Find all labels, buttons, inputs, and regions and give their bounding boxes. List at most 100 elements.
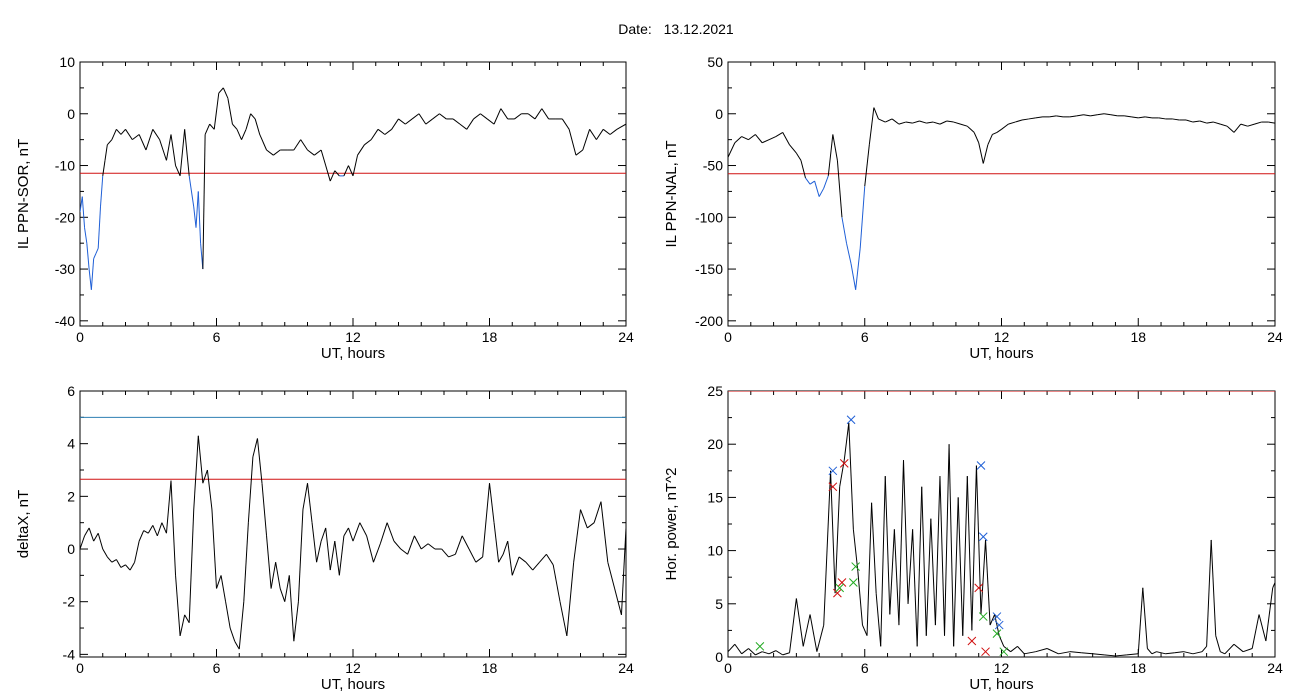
series-segment [953, 121, 961, 125]
y-axis: 25 20 15 10 5 0 [707, 383, 1275, 665]
y-tick-label: 25 [707, 383, 723, 399]
series-segment [179, 614, 186, 637]
series-segment [987, 134, 993, 146]
y-tick-label: -30 [55, 261, 75, 277]
series-segment [795, 598, 804, 647]
series-segment [992, 131, 998, 135]
series-segment [195, 191, 199, 228]
series-segment [832, 134, 838, 161]
series-segment [352, 522, 361, 542]
series-segment [384, 128, 392, 135]
series-segment [880, 476, 886, 647]
series-segment [175, 165, 181, 177]
series-segment [539, 553, 547, 563]
series-segment [587, 522, 595, 529]
series-segment [377, 128, 386, 135]
plot-area [80, 416, 626, 650]
series-segment [204, 123, 211, 135]
red-x-marker [839, 458, 849, 468]
x-tick-label: 0 [724, 329, 732, 345]
series-segment [600, 501, 609, 563]
series-segment [407, 535, 415, 555]
series-segment [1056, 115, 1064, 118]
green-x-marker [849, 578, 858, 587]
series-segment [775, 650, 783, 656]
green-x-marker [755, 642, 765, 651]
series-segment [80, 196, 83, 213]
series-segment [220, 575, 227, 602]
series-segment [1240, 123, 1248, 127]
date-label: Date: [618, 21, 651, 37]
series-segment [266, 535, 272, 589]
x-tick-label: 0 [76, 329, 84, 345]
series-segment [266, 149, 274, 156]
series-segment [347, 165, 354, 177]
series-segment [347, 527, 354, 542]
x-tick-label: 12 [994, 660, 1010, 676]
chart-panel-3: 0 6 12 18 24 6 4 2 0 -2 -4 UT, hours deltaX, nT [15, 383, 634, 693]
series-segment [211, 509, 217, 589]
series-segment [188, 175, 195, 208]
series-segment [334, 541, 340, 576]
series-segment [971, 465, 977, 631]
series-segment [102, 548, 108, 558]
series-segment [405, 118, 413, 125]
series-segment [857, 571, 863, 626]
series-segment [775, 131, 783, 137]
series-segment [859, 186, 866, 249]
series-segment [1097, 113, 1105, 116]
series-segment [197, 435, 204, 484]
series-segment [352, 155, 359, 176]
series-segment [1001, 123, 1009, 130]
series-segment [252, 438, 258, 457]
x-tick-label: 18 [482, 660, 498, 676]
series-segment [1003, 645, 1011, 653]
series-segment [607, 562, 616, 589]
series-segment [411, 113, 420, 120]
series-segment [1151, 651, 1157, 655]
series-segment [866, 502, 873, 636]
series-segment [545, 554, 554, 566]
series-segment [454, 535, 463, 555]
x-tick-label: 12 [345, 660, 361, 676]
series-segment [1258, 614, 1267, 642]
y-tick-label: -100 [695, 209, 723, 225]
series-segment [314, 149, 322, 156]
series-segment [316, 541, 322, 563]
series-segment [980, 539, 987, 615]
series-segment [527, 113, 536, 120]
series-segment [514, 113, 522, 120]
series-segment [393, 540, 402, 550]
series-segment [193, 435, 199, 510]
series-segment [893, 529, 900, 626]
series-segment [193, 206, 197, 228]
series-segment [1015, 119, 1023, 123]
series-segment [106, 556, 113, 563]
series-segment [814, 180, 820, 197]
red-x-marker [833, 588, 842, 598]
series-segment [256, 438, 263, 484]
y-axis-label: IL PPN-NAL, nT [663, 141, 680, 248]
x-tick-label: 0 [724, 660, 732, 676]
series-segment [473, 113, 481, 120]
series-segment [459, 123, 468, 130]
y-tick-label: -10 [55, 158, 75, 174]
series-segment [300, 139, 308, 151]
x-axis-label: UT, hours [969, 676, 1033, 693]
series-segment [1226, 125, 1235, 133]
series-segment [184, 614, 190, 624]
series-segment [386, 522, 395, 542]
series-segment [1206, 121, 1214, 124]
series-segment [1220, 123, 1228, 127]
series-segment [373, 543, 381, 563]
green-x-marker-stroke [835, 583, 845, 593]
series-segment [241, 129, 247, 140]
series-segment [575, 149, 584, 156]
green-x-marker [978, 612, 988, 621]
series-segment [115, 559, 122, 568]
series-segment [202, 469, 208, 484]
series-segment [1024, 651, 1036, 655]
series-segment [1247, 123, 1255, 127]
series-segment [1185, 119, 1194, 123]
x-axis-label: UT, hours [321, 345, 385, 362]
